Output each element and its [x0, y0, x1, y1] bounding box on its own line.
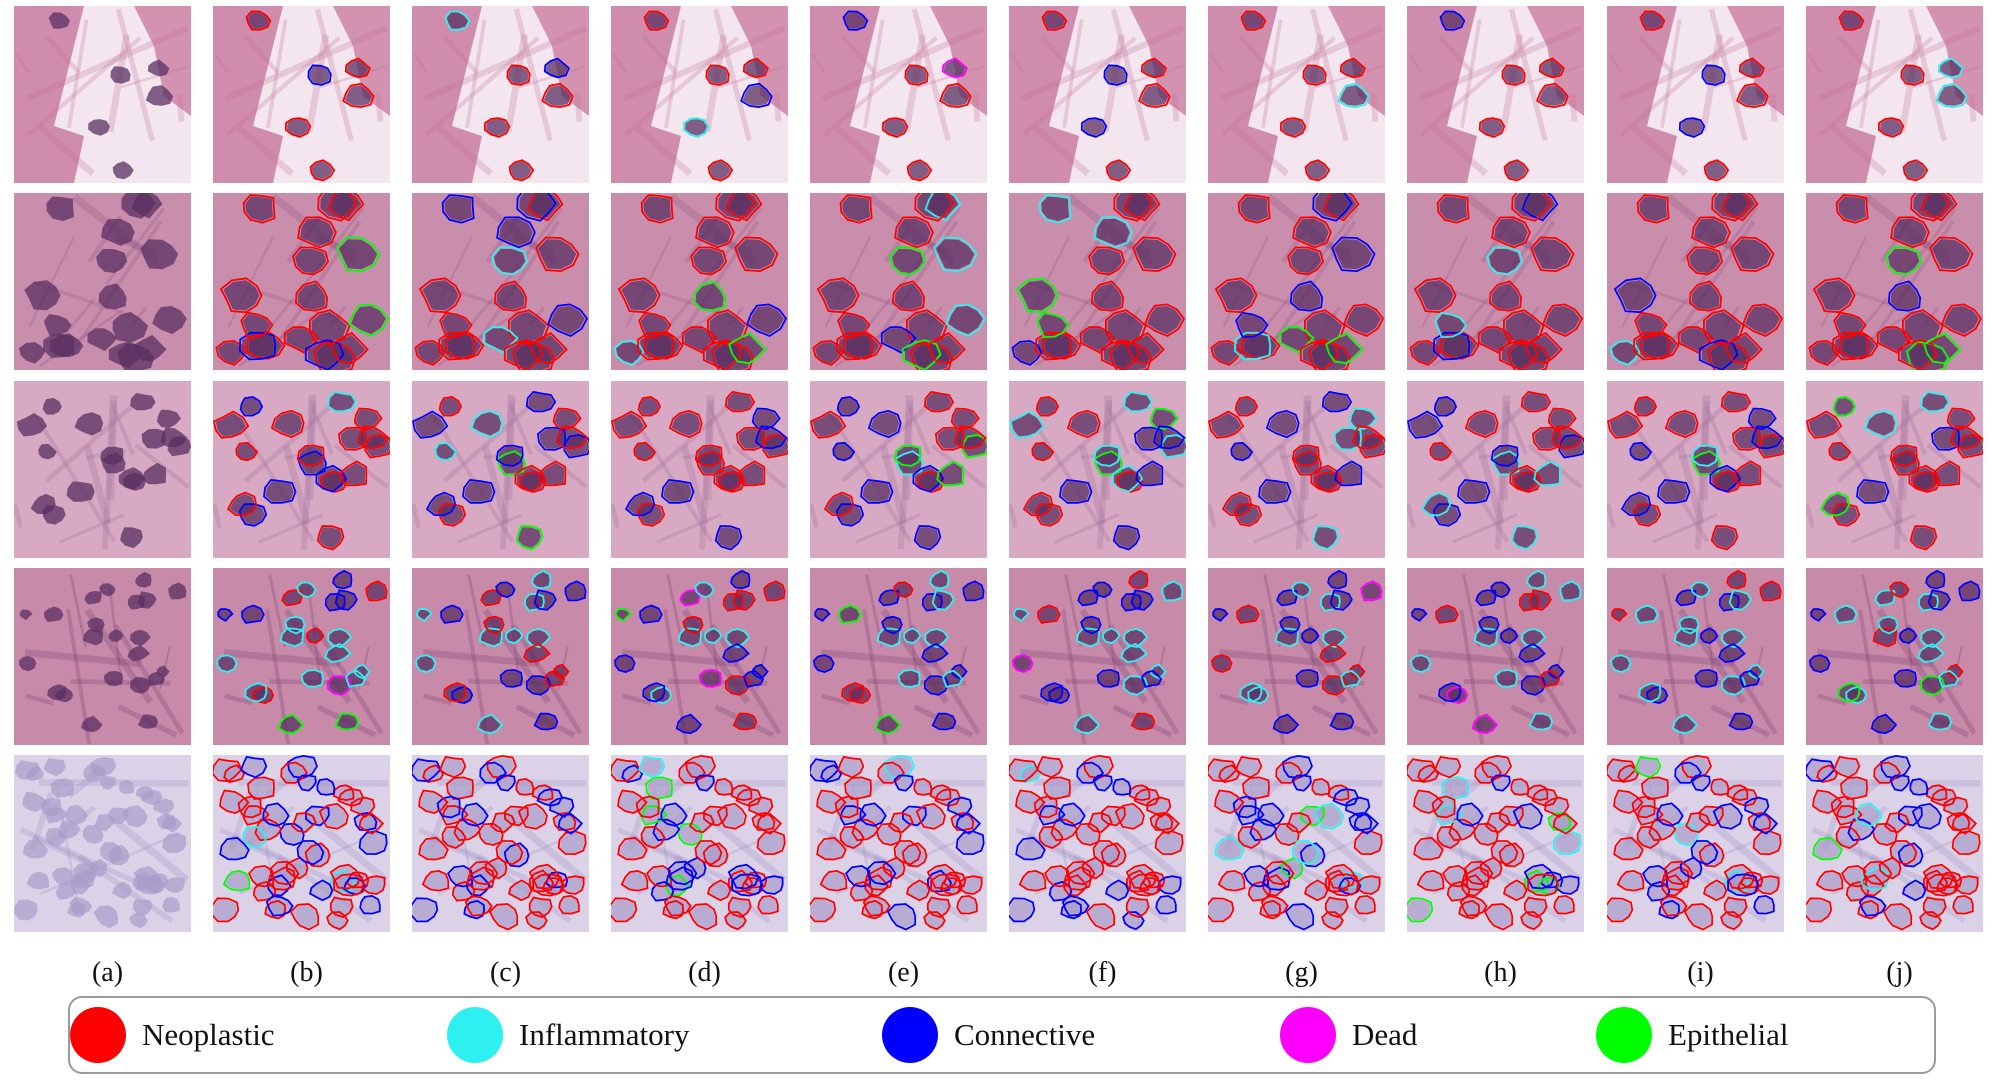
panel-r3-c9	[1607, 381, 1784, 558]
panel-r3-c3	[412, 381, 589, 558]
panel-r1-c6	[1009, 6, 1186, 183]
panel-r3-c5	[810, 381, 987, 558]
column-label: (g)	[1285, 957, 1318, 988]
panel-r3-c1	[14, 381, 191, 558]
panel-r4-c10	[1806, 568, 1983, 745]
image-grid	[14, 6, 1983, 932]
panel-r5-c3	[412, 755, 589, 932]
column-label: (a)	[91, 957, 124, 988]
panel-r1-c5	[810, 6, 987, 183]
legend-item-connective: Connective	[882, 998, 1095, 1072]
panel-r3-c8	[1407, 381, 1584, 558]
panel-r1-c3	[412, 6, 589, 183]
panel-r2-c10	[1806, 193, 1983, 370]
legend-label: Epithelial	[1668, 1017, 1789, 1052]
legend-item-dead: Dead	[1280, 998, 1417, 1072]
column-label: (f)	[1088, 957, 1117, 988]
panel-r3-c10	[1806, 381, 1983, 558]
panel-r4-c1	[14, 568, 191, 745]
panel-r5-c4	[611, 755, 788, 932]
column-label: (b)	[290, 957, 323, 988]
panel-r4-c4	[611, 568, 788, 745]
panel-r4-c5	[810, 568, 987, 745]
panel-r1-c1	[14, 6, 191, 183]
panel-r2-c4	[611, 193, 788, 370]
panel-r5-c7	[1208, 755, 1385, 932]
panel-r5-c8	[1407, 755, 1584, 932]
panel-r3-c2	[213, 381, 390, 558]
connective-swatch-icon	[882, 1007, 938, 1063]
panel-r4-c7	[1208, 568, 1385, 745]
panel-r5-c6	[1009, 755, 1186, 932]
panel-r4-c9	[1607, 568, 1784, 745]
panel-r2-c3	[412, 193, 589, 370]
neoplastic-swatch-icon	[70, 1007, 126, 1063]
legend-label: Neoplastic	[142, 1017, 275, 1052]
panel-r1-c9	[1607, 6, 1784, 183]
legend-item-epithelial: Epithelial	[1596, 998, 1789, 1072]
legend-label: Dead	[1352, 1017, 1418, 1052]
panel-r2-c8	[1407, 193, 1584, 370]
panel-r4-c8	[1407, 568, 1584, 745]
panel-r2-c9	[1607, 193, 1784, 370]
panel-r5-c5	[810, 755, 987, 932]
panel-r1-c4	[611, 6, 788, 183]
legend-item-neoplastic: Neoplastic	[70, 998, 275, 1072]
panel-r3-c7	[1208, 381, 1385, 558]
legend-item-inflammatory: Inflammatory	[447, 998, 689, 1072]
panel-r5-c1	[14, 755, 191, 932]
panel-r5-c9	[1607, 755, 1784, 932]
panel-r2-c5	[810, 193, 987, 370]
panel-r5-c2	[213, 755, 390, 932]
panel-r3-c4	[611, 381, 788, 558]
panel-r5-c10	[1806, 755, 1983, 932]
panel-r2-c2	[213, 193, 390, 370]
column-label: (j)	[1886, 957, 1913, 988]
panel-r1-c7	[1208, 6, 1385, 183]
panel-r4-c3	[412, 568, 589, 745]
panel-r1-c10	[1806, 6, 1983, 183]
legend-label: Connective	[954, 1017, 1096, 1052]
panel-r2-c1	[14, 193, 191, 370]
panel-r4-c6	[1009, 568, 1186, 745]
column-label: (d)	[688, 957, 721, 988]
column-label: (e)	[887, 957, 920, 988]
column-label: (c)	[489, 957, 522, 988]
legend: Neoplastic Inflammatory Connective Dead …	[68, 996, 1936, 1074]
dead-swatch-icon	[1280, 1007, 1336, 1063]
inflammatory-swatch-icon	[447, 1007, 503, 1063]
legend-label: Inflammatory	[519, 1017, 690, 1052]
panel-r3-c6	[1009, 381, 1186, 558]
panel-r1-c8	[1407, 6, 1584, 183]
epithelial-swatch-icon	[1596, 1007, 1652, 1063]
column-label: (i)	[1687, 957, 1714, 988]
panel-r1-c2	[213, 6, 390, 183]
panel-r2-c6	[1009, 193, 1186, 370]
panel-r4-c2	[213, 568, 390, 745]
column-label: (h)	[1484, 957, 1517, 988]
panel-r2-c7	[1208, 193, 1385, 370]
